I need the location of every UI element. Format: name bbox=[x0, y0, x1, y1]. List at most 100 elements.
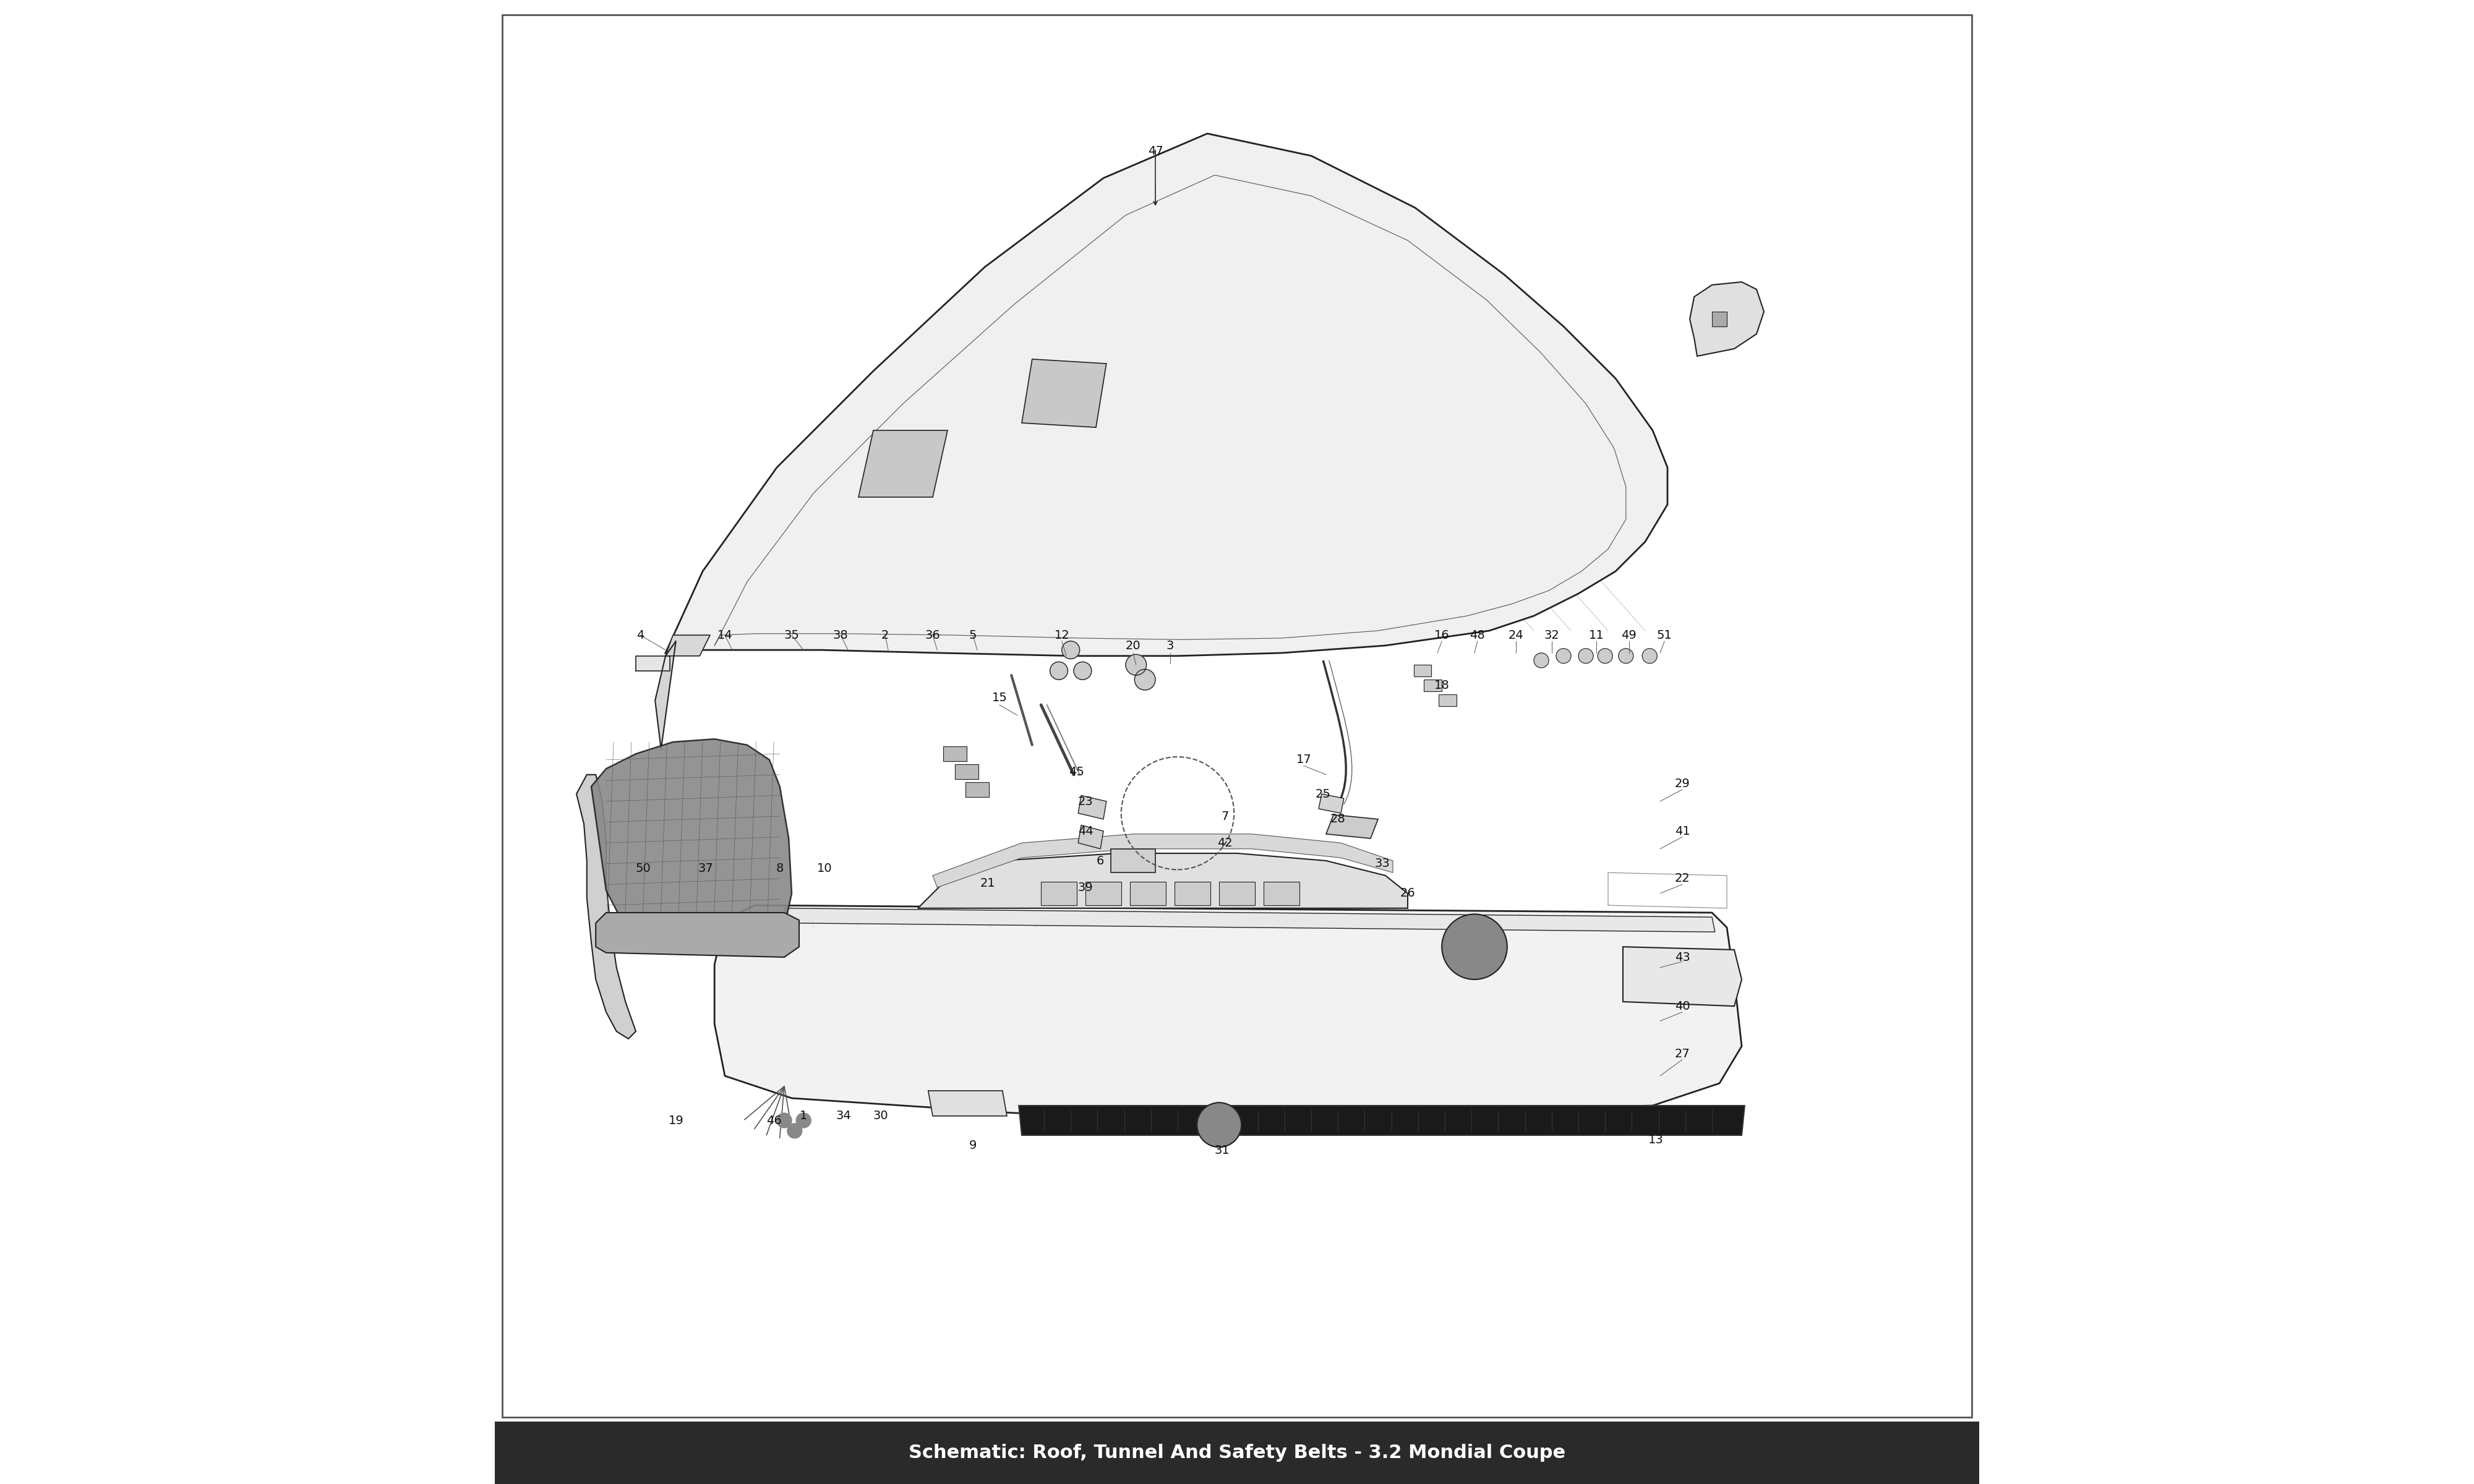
Text: 9: 9 bbox=[970, 1140, 977, 1152]
Text: 32: 32 bbox=[1544, 629, 1559, 641]
Text: 38: 38 bbox=[834, 629, 849, 641]
Text: 10: 10 bbox=[816, 862, 831, 874]
Polygon shape bbox=[1623, 947, 1742, 1006]
Polygon shape bbox=[596, 913, 799, 957]
Polygon shape bbox=[666, 635, 710, 656]
Polygon shape bbox=[495, 1422, 1979, 1484]
Text: 37: 37 bbox=[698, 862, 713, 874]
Circle shape bbox=[797, 1113, 811, 1128]
Polygon shape bbox=[1079, 795, 1106, 819]
Text: 15: 15 bbox=[992, 692, 1007, 703]
Text: 16: 16 bbox=[1435, 629, 1450, 641]
Text: 31: 31 bbox=[1215, 1144, 1230, 1156]
Polygon shape bbox=[715, 905, 1742, 1116]
Text: 4: 4 bbox=[636, 629, 643, 641]
Text: 3: 3 bbox=[1165, 640, 1175, 651]
Text: 28: 28 bbox=[1331, 813, 1346, 825]
Polygon shape bbox=[1042, 881, 1076, 905]
Text: 45: 45 bbox=[1069, 766, 1084, 778]
Text: 29: 29 bbox=[1675, 778, 1690, 789]
Circle shape bbox=[1197, 1103, 1242, 1147]
Text: 46: 46 bbox=[767, 1114, 782, 1126]
Text: 41: 41 bbox=[1675, 825, 1690, 837]
Polygon shape bbox=[1111, 849, 1155, 873]
Circle shape bbox=[1136, 669, 1155, 690]
Text: 49: 49 bbox=[1620, 629, 1635, 641]
Polygon shape bbox=[1086, 881, 1121, 905]
Text: 6: 6 bbox=[1096, 855, 1103, 867]
Text: 26: 26 bbox=[1400, 887, 1415, 899]
Circle shape bbox=[1598, 649, 1613, 663]
Text: 12: 12 bbox=[1054, 629, 1069, 641]
Polygon shape bbox=[1175, 881, 1210, 905]
Text: 48: 48 bbox=[1470, 629, 1484, 641]
Polygon shape bbox=[943, 746, 967, 761]
Circle shape bbox=[1049, 662, 1069, 680]
Text: 5: 5 bbox=[970, 629, 977, 641]
Text: 22: 22 bbox=[1675, 873, 1690, 884]
Polygon shape bbox=[1131, 881, 1165, 905]
Polygon shape bbox=[918, 853, 1408, 908]
Text: 27: 27 bbox=[1675, 1048, 1690, 1060]
Text: 36: 36 bbox=[925, 629, 940, 641]
Text: 33: 33 bbox=[1376, 858, 1390, 870]
Text: 8: 8 bbox=[777, 862, 784, 874]
Polygon shape bbox=[1019, 1106, 1744, 1135]
Text: 14: 14 bbox=[717, 629, 732, 641]
Text: 44: 44 bbox=[1079, 825, 1094, 837]
Circle shape bbox=[1126, 654, 1145, 675]
Text: 39: 39 bbox=[1079, 881, 1094, 893]
Polygon shape bbox=[1413, 665, 1432, 677]
Circle shape bbox=[1061, 641, 1079, 659]
Text: 11: 11 bbox=[1588, 629, 1603, 641]
Polygon shape bbox=[591, 739, 792, 953]
Text: 21: 21 bbox=[980, 877, 995, 889]
Text: 43: 43 bbox=[1675, 951, 1690, 963]
Text: 19: 19 bbox=[668, 1114, 683, 1126]
Polygon shape bbox=[1712, 312, 1727, 326]
Polygon shape bbox=[666, 134, 1667, 656]
Circle shape bbox=[787, 1123, 802, 1138]
Polygon shape bbox=[1425, 680, 1442, 692]
Polygon shape bbox=[1440, 695, 1457, 706]
Polygon shape bbox=[1220, 881, 1254, 905]
Text: 47: 47 bbox=[1148, 145, 1163, 157]
Text: 35: 35 bbox=[784, 629, 799, 641]
Text: 50: 50 bbox=[636, 862, 651, 874]
Text: 17: 17 bbox=[1296, 754, 1311, 766]
Polygon shape bbox=[965, 782, 990, 797]
Text: 24: 24 bbox=[1509, 629, 1524, 641]
Polygon shape bbox=[784, 908, 1714, 932]
Text: 7: 7 bbox=[1222, 810, 1230, 822]
Circle shape bbox=[1074, 662, 1091, 680]
Text: 13: 13 bbox=[1648, 1134, 1663, 1146]
Text: 30: 30 bbox=[873, 1110, 888, 1122]
Circle shape bbox=[1618, 649, 1633, 663]
Polygon shape bbox=[1326, 815, 1378, 838]
Circle shape bbox=[777, 1113, 792, 1128]
FancyBboxPatch shape bbox=[502, 15, 1972, 1417]
Text: 1: 1 bbox=[799, 1110, 807, 1122]
Polygon shape bbox=[1264, 881, 1299, 905]
Polygon shape bbox=[1690, 282, 1764, 356]
Polygon shape bbox=[933, 834, 1393, 887]
Polygon shape bbox=[576, 775, 636, 1039]
Polygon shape bbox=[928, 1091, 1007, 1116]
Polygon shape bbox=[1319, 794, 1343, 813]
Text: 18: 18 bbox=[1435, 680, 1450, 692]
Text: 23: 23 bbox=[1079, 795, 1094, 807]
Text: 51: 51 bbox=[1658, 629, 1672, 641]
Text: Schematic: Roof, Tunnel And Safety Belts - 3.2 Mondial Coupe: Schematic: Roof, Tunnel And Safety Belts… bbox=[908, 1444, 1566, 1462]
Circle shape bbox=[1643, 649, 1658, 663]
Polygon shape bbox=[1079, 825, 1103, 849]
Polygon shape bbox=[636, 656, 670, 671]
Text: 25: 25 bbox=[1316, 788, 1331, 800]
Polygon shape bbox=[656, 641, 675, 749]
Circle shape bbox=[1534, 653, 1549, 668]
Circle shape bbox=[1556, 649, 1571, 663]
Polygon shape bbox=[955, 764, 980, 779]
Polygon shape bbox=[858, 430, 948, 497]
Text: 34: 34 bbox=[836, 1110, 851, 1122]
Text: 20: 20 bbox=[1126, 640, 1141, 651]
Circle shape bbox=[1442, 914, 1507, 979]
